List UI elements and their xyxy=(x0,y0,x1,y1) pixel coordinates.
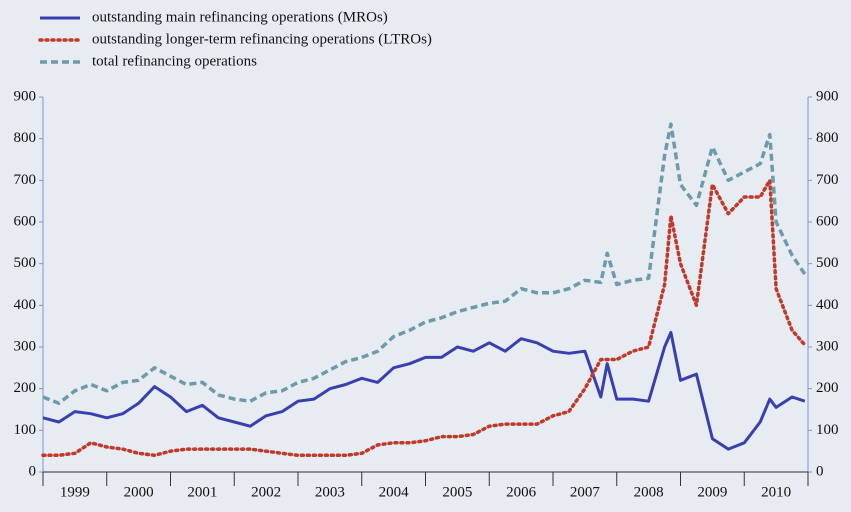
y-tick-label: 0 xyxy=(29,463,37,479)
y-tick-label: 800 xyxy=(14,130,37,146)
legend-label: outstanding main refinancing operations … xyxy=(92,9,388,25)
x-tick-label: 2008 xyxy=(634,484,664,500)
y-tick-label: 600 xyxy=(14,213,37,229)
x-tick-label: 2001 xyxy=(187,484,217,500)
x-tick-label: 1999 xyxy=(60,484,90,500)
y2-tick-label: 700 xyxy=(816,172,839,188)
x-tick-label: 2002 xyxy=(251,484,281,500)
y2-tick-label: 0 xyxy=(816,463,824,479)
y2-tick-label: 900 xyxy=(816,88,839,104)
x-tick-label: 2000 xyxy=(124,484,154,500)
x-tick-label: 2006 xyxy=(506,484,537,500)
y-tick-label: 900 xyxy=(14,88,37,104)
y-tick-label: 500 xyxy=(14,255,37,271)
y2-tick-label: 800 xyxy=(816,130,839,146)
y-tick-label: 700 xyxy=(14,172,37,188)
y-tick-label: 300 xyxy=(14,338,37,354)
y2-tick-label: 200 xyxy=(816,380,839,396)
y-tick-label: 100 xyxy=(14,422,37,438)
series-line xyxy=(41,178,807,458)
x-tick-label: 2009 xyxy=(697,484,727,500)
legend-label: total refinancing operations xyxy=(92,53,257,69)
y2-tick-label: 500 xyxy=(816,255,839,271)
series-line xyxy=(42,330,806,451)
legend-label: outstanding longer-term refinancing oper… xyxy=(92,31,432,47)
x-tick-label: 2007 xyxy=(570,484,601,500)
y-tick-label: 400 xyxy=(14,297,37,313)
x-tick-label: 2010 xyxy=(761,484,791,500)
y2-tick-label: 100 xyxy=(816,422,839,438)
series-line xyxy=(42,122,807,406)
x-tick-label: 2004 xyxy=(379,484,410,500)
y-tick-label: 200 xyxy=(14,380,37,396)
y2-tick-label: 300 xyxy=(816,338,839,354)
x-tick-label: 2005 xyxy=(442,484,472,500)
x-tick-label: 2003 xyxy=(315,484,345,500)
y2-tick-label: 400 xyxy=(816,297,839,313)
y2-tick-label: 600 xyxy=(816,213,839,229)
